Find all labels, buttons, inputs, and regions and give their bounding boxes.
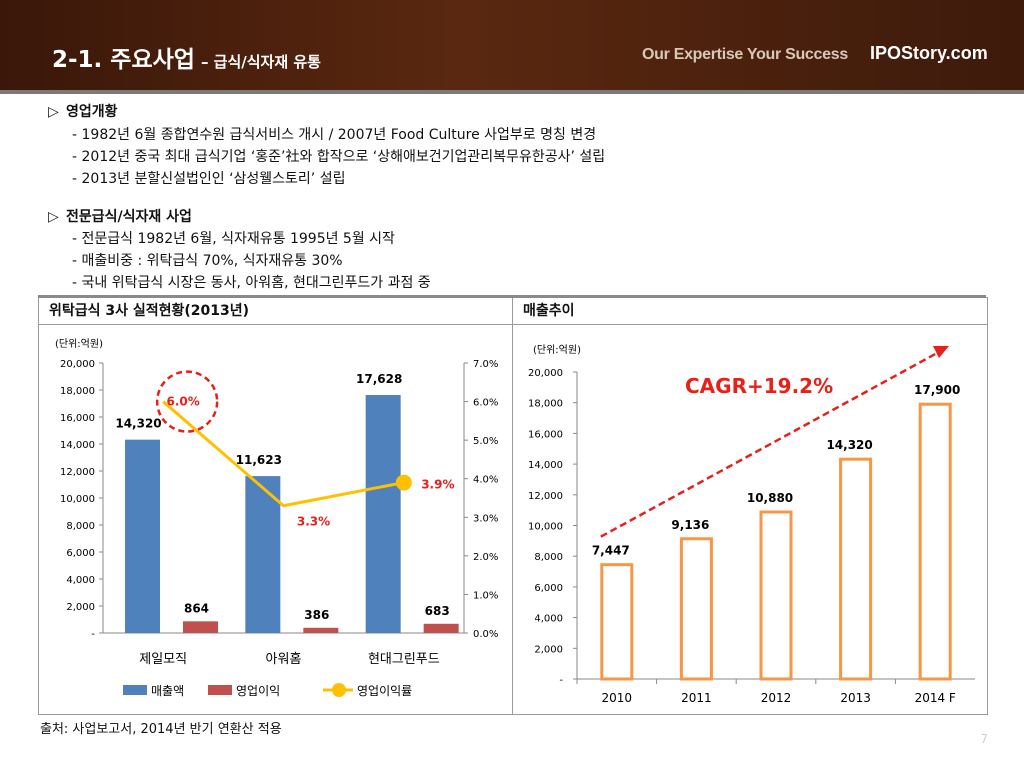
- y2-tick-label: 4.0%: [473, 475, 498, 486]
- page-title: 2-1. 주요사업 – 급식/식자재 유통: [52, 47, 321, 73]
- data-label-sales: 14,320: [826, 438, 872, 452]
- y-tick-label: 14,000: [60, 440, 95, 451]
- bullet-line: - 2013년 분할신설법인인 ‘삼성웰스토리’ 설립: [72, 171, 346, 187]
- x-tick-label: 현대그린푸드: [368, 652, 440, 667]
- brand-logo-text: IPOStory.com: [870, 43, 988, 63]
- bullet-line: - 1982년 6월 종합연수원 급식서비스 개시 / 2007년 Food C…: [72, 127, 597, 143]
- y2-tick-label: 0.0%: [473, 629, 498, 640]
- y-tick-label: -: [91, 629, 95, 640]
- bar-operating-profit: [423, 623, 459, 633]
- y2-tick-label: 6.0%: [473, 398, 498, 409]
- data-label-operating-profit: 683: [425, 604, 450, 618]
- legend-swatch: [208, 685, 232, 695]
- bullet-line: - 2012년 중국 최대 급식기업 ‘홍준’社와 합작으로 ‘상해애보건기업관…: [72, 149, 606, 165]
- triangle-bullet-icon: ▷: [48, 209, 59, 225]
- y-tick-label: 12,000: [528, 491, 563, 502]
- panel-title: 위탁급식 3사 실적현황(2013년): [39, 298, 512, 325]
- data-label-sales: 9,136: [671, 518, 709, 532]
- bar-sales: [679, 537, 713, 681]
- y-tick-label: 10,000: [528, 522, 563, 533]
- y-tick-label: 8,000: [66, 521, 95, 532]
- page-number: 7: [980, 732, 988, 746]
- x-tick-label: 2011: [681, 691, 712, 705]
- panel-top-border: [38, 295, 986, 298]
- y-tick-label: 20,000: [60, 359, 95, 370]
- triangle-bullet-icon: ▷: [48, 104, 59, 120]
- source-note: 출처: 사업보고서, 2014년 반기 연환산 적용: [40, 722, 282, 737]
- header-divider: [0, 90, 1024, 94]
- marker-operating-margin: [395, 474, 412, 491]
- data-label-sales: 17,628: [356, 372, 402, 386]
- panel-title: 매출추이: [513, 298, 987, 325]
- page-subtitle: – 급식/식자재 유통: [200, 53, 321, 71]
- x-tick-label: 아워홈: [266, 652, 302, 667]
- x-tick-label: 2014 F: [915, 691, 956, 705]
- y-tick-label: 16,000: [60, 413, 95, 424]
- data-label-operating-profit: 864: [184, 601, 209, 615]
- legend-label: 영업이익률: [357, 684, 412, 698]
- trend-arrow-head-icon: [933, 346, 949, 358]
- bullet-line: - 전문급식 1982년 6월, 식자재유통 1995년 5월 시작: [72, 231, 395, 247]
- data-label-operating-margin: 3.9%: [421, 478, 454, 492]
- data-label-sales: 14,320: [115, 417, 161, 431]
- y-tick-label: 6,000: [66, 548, 95, 559]
- unit-label: (단위:억원): [533, 343, 581, 356]
- bullet-line: - 국내 위탁급식 시장은 동사, 아워홈, 현대그린푸드가 과점 중: [72, 275, 431, 291]
- y-tick-label: 2,000: [66, 602, 95, 613]
- y2-tick-label: 1.0%: [473, 590, 498, 601]
- trend-arrow-line: [600, 350, 940, 538]
- chart-catering-3-companies: (단위:억원) - 2,000 4,000 6,000 8,000 10,000 12,000…: [55, 337, 498, 698]
- y-tick-label: 20,000: [528, 368, 563, 379]
- tagline: Our Expertise Your Success: [642, 46, 848, 63]
- y2-tick-label: 7.0%: [473, 359, 498, 370]
- bar-operating-profit: [183, 621, 218, 633]
- x-tick-label: 제일모직: [139, 652, 187, 667]
- legend-label: 매출액: [151, 684, 184, 698]
- bullet-line: - 매출비중 : 위탁급식 70%, 식자재유통 30%: [72, 253, 343, 269]
- y-tick-label: 2,000: [534, 644, 563, 655]
- y2-tick-label: 5.0%: [473, 436, 498, 447]
- header-banner: 2-1. 주요사업 – 급식/식자재 유통 Our Expertise Your …: [0, 0, 1024, 90]
- data-label-sales: 17,900: [914, 383, 960, 397]
- bar-sales: [600, 563, 634, 681]
- x-tick-label: 2013: [840, 691, 871, 705]
- y-tick-label: 18,000: [528, 399, 563, 410]
- x-tick-label: 2012: [761, 691, 792, 705]
- bar-sales: [125, 439, 160, 633]
- bar-sales: [759, 510, 793, 681]
- data-label-operating-margin: 6.0%: [167, 395, 200, 409]
- legend-label: 영업이익: [236, 684, 280, 698]
- y-tick-label: 12,000: [60, 467, 95, 478]
- chart-sales-trend: (단위:억원) - 2,000 4,000 6,000 8,000 10,000 12,000…: [528, 343, 975, 705]
- section-heading-catering: ▷ 전문급식/식자재 사업: [48, 209, 192, 225]
- y-tick-label: 10,000: [60, 494, 95, 505]
- x-tick-label: 2010: [602, 691, 633, 705]
- data-label-operating-profit: 386: [304, 608, 329, 622]
- legend-swatch-marker: [332, 683, 346, 697]
- y-tick-label: 16,000: [528, 429, 563, 440]
- bar-sales: [839, 457, 873, 681]
- y-tick-label: 4,000: [534, 614, 563, 625]
- legend-swatch: [123, 685, 147, 695]
- y-tick-label: -: [559, 675, 563, 686]
- data-label-operating-margin: 3.3%: [297, 515, 330, 529]
- section-heading-business-overview: ▷ 영업개황: [48, 104, 118, 120]
- y-tick-label: 8,000: [534, 552, 563, 563]
- y-tick-label: 18,000: [60, 386, 95, 397]
- cagr-annotation: CAGR+19.2%: [685, 374, 833, 398]
- data-label-sales: 10,880: [747, 491, 793, 505]
- bar-sales: [365, 395, 401, 633]
- bar-sales: [918, 402, 952, 681]
- y-tick-label: 14,000: [528, 460, 563, 471]
- data-label-sales: 11,623: [236, 453, 282, 467]
- unit-label: (단위:억원): [55, 337, 103, 350]
- y-tick-label: 6,000: [534, 583, 563, 594]
- y2-tick-label: 2.0%: [473, 552, 498, 563]
- data-label-sales: 7,447: [592, 544, 630, 558]
- y2-tick-label: 3.0%: [473, 513, 498, 524]
- y-tick-label: 4,000: [66, 575, 95, 586]
- line-operating-margin: [162, 400, 405, 508]
- bar-operating-profit: [303, 627, 339, 633]
- bar-sales: [245, 476, 281, 633]
